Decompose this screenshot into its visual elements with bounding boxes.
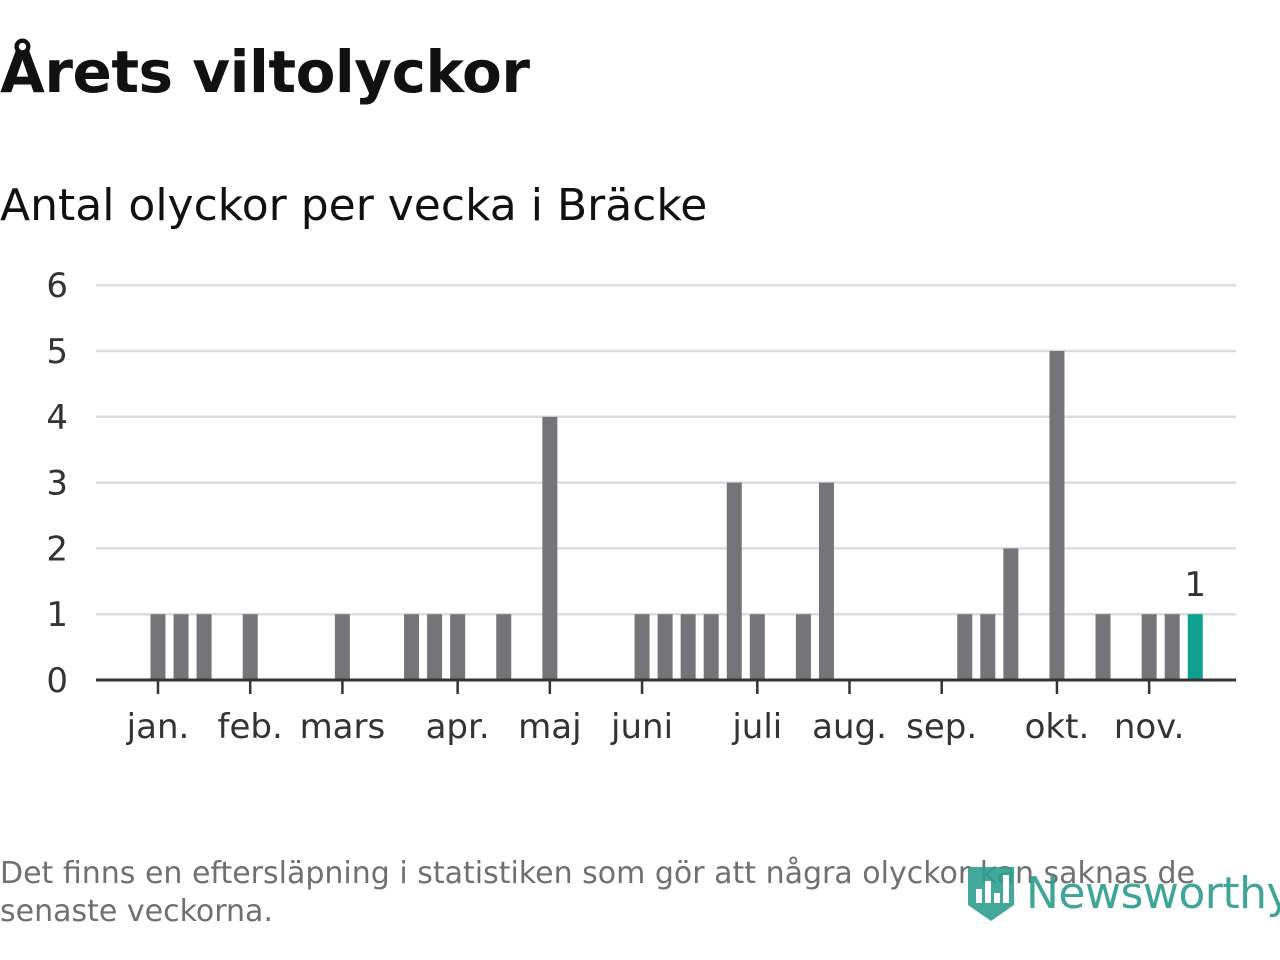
bar [427, 614, 443, 680]
bar [957, 614, 973, 680]
bar [334, 614, 350, 680]
x-tick-label: feb. [218, 707, 283, 747]
bar [703, 614, 719, 680]
y-tick-label: 4 [46, 398, 68, 438]
bar [1003, 548, 1019, 680]
bar [242, 614, 258, 680]
x-tick-label: aug. [812, 707, 887, 747]
bar [404, 614, 420, 680]
x-tick-label: sep. [906, 707, 977, 747]
y-tick-label: 5 [46, 332, 68, 372]
bar [634, 614, 650, 680]
chart-title: Årets viltolyckor [0, 38, 530, 106]
bar [818, 482, 834, 680]
bar [450, 614, 466, 680]
y-tick-label: 3 [46, 464, 68, 504]
x-axis [96, 678, 1236, 694]
bar [196, 614, 212, 680]
bar-chart: 0 1 2 3 4 5 6 1 jan. feb. mars apr. maj juni juli aug. s… [46, 266, 1236, 747]
x-tick-label: apr. [426, 707, 490, 747]
bar [1164, 614, 1180, 680]
bar [496, 614, 512, 680]
data-label: 1 [1184, 565, 1206, 605]
bar [657, 614, 673, 680]
bar [1141, 614, 1157, 680]
bar [795, 614, 811, 680]
bar [680, 614, 696, 680]
newsworthy-logo-icon [968, 867, 1014, 921]
x-tick-label: maj [518, 707, 581, 747]
bars [150, 351, 1203, 680]
x-tick-label: nov. [1114, 707, 1185, 747]
x-tick-label: juni [610, 707, 673, 747]
bar [726, 482, 742, 680]
bar [173, 614, 189, 680]
x-tick-label: mars [300, 707, 386, 747]
brand-name: Newsworthy [1026, 867, 1280, 919]
bar [150, 614, 166, 680]
labels: 0 1 2 3 4 5 6 1 jan. feb. mars apr. maj juni juli aug. s… [46, 266, 1206, 747]
bar [749, 614, 765, 680]
bar [980, 614, 996, 680]
x-tick-label: juli [731, 707, 782, 747]
bar [1049, 351, 1065, 680]
x-tick-label: okt. [1025, 707, 1090, 747]
y-tick-label: 1 [46, 595, 68, 635]
gridlines [96, 283, 1236, 616]
bar [542, 416, 558, 680]
brand-logo: Newsworthy [964, 858, 1280, 928]
y-tick-label: 2 [46, 529, 68, 569]
bar [1095, 614, 1111, 680]
y-tick-label: 6 [46, 266, 68, 306]
y-tick-label: 0 [46, 661, 68, 701]
chart-subtitle: Antal olyckor per vecka i Bräcke [0, 180, 708, 231]
x-tick-label: jan. [126, 707, 190, 747]
bar-highlight [1187, 614, 1203, 680]
